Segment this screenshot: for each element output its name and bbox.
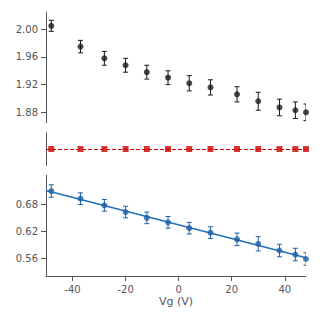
svg-text:1.92: 1.92 — [16, 79, 38, 90]
svg-text:-20: -20 — [117, 284, 133, 295]
svg-text:1.88: 1.88 — [16, 107, 38, 118]
svg-text:0.56: 0.56 — [16, 253, 38, 264]
svg-text:Vg (V): Vg (V) — [159, 295, 193, 308]
svg-text:20: 20 — [225, 284, 238, 295]
svg-text:0.62: 0.62 — [16, 226, 38, 237]
svg-text:-40: -40 — [64, 284, 80, 295]
svg-text:0: 0 — [175, 284, 181, 295]
svg-text:0.68: 0.68 — [16, 199, 38, 210]
svg-text:40: 40 — [278, 284, 291, 295]
svg-text:2.00: 2.00 — [16, 24, 38, 35]
svg-text:1.96: 1.96 — [16, 51, 38, 62]
